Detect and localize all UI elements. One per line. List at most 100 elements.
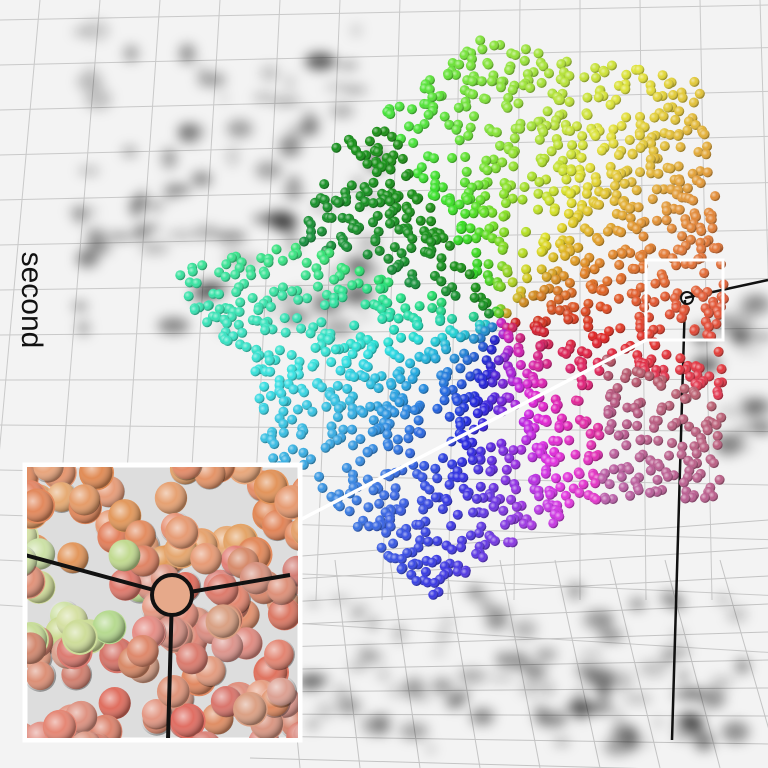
point-shade [711,419,722,430]
point-shade [460,152,471,162]
shadow-blob [86,66,97,75]
point-shade [577,380,588,391]
point-shade [594,236,605,247]
shadow-blob [260,65,280,82]
point-shade [385,218,395,229]
shadow-blob [625,729,640,751]
point-shade [499,189,509,200]
point-shade [633,202,644,213]
point-shade [652,215,662,226]
point-shade [436,297,447,308]
point-shade [673,130,684,141]
point-shade [456,224,467,234]
point-shade [447,313,457,324]
point-shade [472,258,483,269]
point-shade [349,320,360,331]
point-shade [682,183,693,194]
point-shade [528,290,539,301]
point-shade [525,83,536,93]
point-shade [619,178,630,189]
point-shade [394,224,405,235]
point-shade [352,521,363,532]
point-shade [253,305,264,316]
shadow-blob [367,617,379,630]
point-shade [351,495,362,506]
point-shade [646,85,657,96]
point-shade [485,466,496,477]
point-shade [515,333,526,344]
point-shade [696,226,707,237]
point-shade [451,124,462,135]
point-shade [507,85,518,95]
point-shade [426,216,437,227]
point-shade [478,300,489,311]
point-shade [566,166,577,177]
point-shade [316,382,327,393]
point-shade [594,365,605,376]
point-shade [677,92,688,103]
point-shade [465,530,476,541]
point-shade [370,236,381,247]
point-shade [703,308,714,319]
point-shade [279,313,290,324]
point-shade [479,207,490,218]
point-shade [713,346,724,357]
point-shade [633,485,644,496]
point-shade [237,327,248,338]
point-cloud [175,35,729,600]
shadow-blob [336,697,361,715]
point-shade [526,121,537,132]
point-shade [703,321,714,332]
point-shade [437,182,448,193]
shadow-blob [87,241,112,255]
shadow-blob [614,712,623,721]
point-shade [427,290,438,301]
zoom-point-shade [234,693,267,726]
shadow-blob [600,618,609,626]
point-shade [590,451,601,462]
point-shade [526,520,537,531]
shadow-blob [393,624,406,643]
point-shade [506,368,517,379]
point-shade [706,401,717,412]
point-shade [552,286,563,296]
zoom-region [644,258,725,342]
shadow-blob [598,630,624,642]
point-shade [689,325,700,336]
point-shade [368,485,379,496]
point-shade [567,140,578,151]
point-shade [624,135,635,145]
point-shade [495,281,506,292]
point-shade [344,506,355,517]
shadow-blob [374,713,392,736]
point-shade [675,364,685,375]
shadow-blob [399,722,429,740]
point-shade [644,244,655,255]
point-shade [307,406,318,417]
point-shade [548,186,559,197]
point-shade [517,248,528,259]
point-shade [463,130,474,141]
point-shade [349,372,360,382]
point-shade [549,120,560,131]
point-shade [533,48,544,59]
point-shade [202,300,213,311]
zoom-point-shade [27,632,47,665]
shadow-blob [585,701,614,715]
point-shade [507,537,518,548]
point-shade [300,270,311,281]
shadow-blob [387,684,410,698]
point-shade [310,197,320,208]
point-shade [299,236,309,247]
point-shade [475,481,486,492]
point-shade [490,536,500,546]
point-shade [447,205,458,216]
point-shade [583,298,594,309]
zoom-point-shade [175,642,208,675]
point-shade [578,479,589,490]
point-shade [364,521,375,532]
point-shade [507,277,518,288]
point-shade [536,246,547,257]
point-shade [630,289,641,299]
point-shade [609,448,620,459]
